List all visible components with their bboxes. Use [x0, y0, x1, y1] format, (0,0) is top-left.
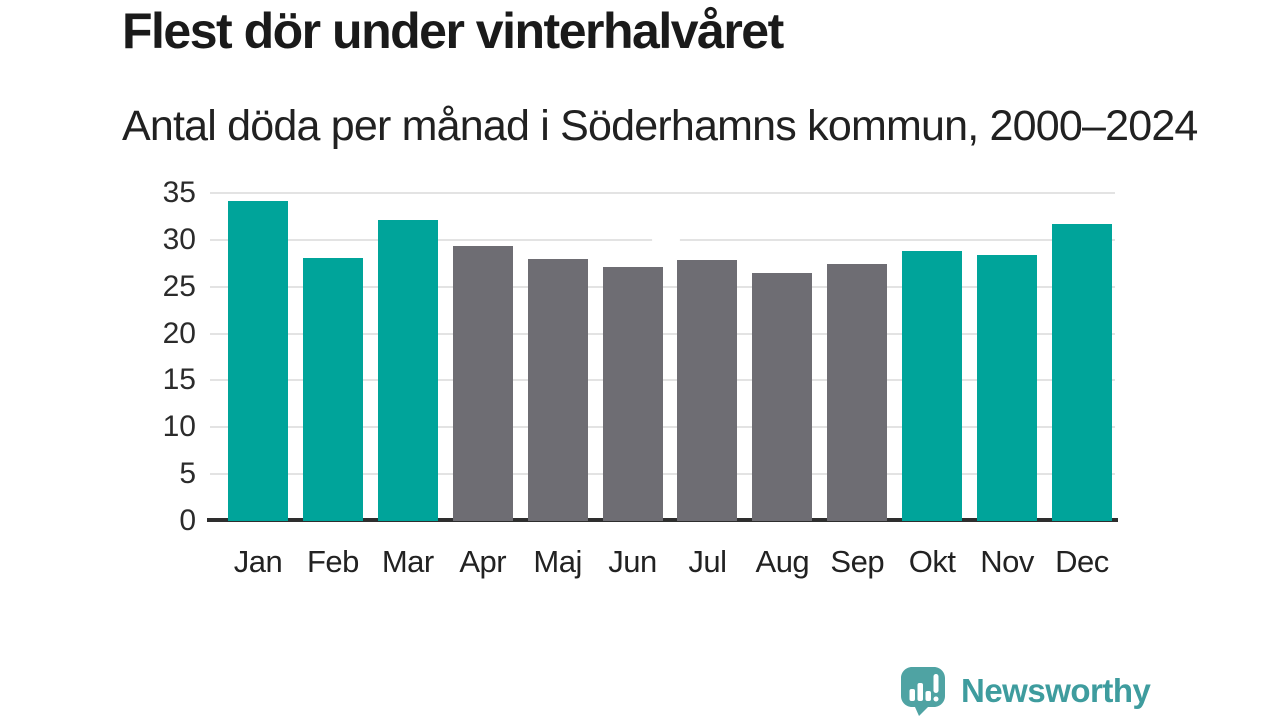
x-tick-label-jul: Jul [688, 544, 727, 579]
x-tick-label-okt: Okt [908, 544, 956, 579]
x-tick-label-mar: Mar [381, 544, 434, 579]
gridline-gap-artifact [652, 236, 680, 244]
x-tick-label-feb: Feb [306, 544, 359, 579]
x-tick-label-jun: Jun [608, 544, 657, 579]
y-tick-label-15: 15 [162, 363, 196, 397]
x-tick-label-aug: Aug [755, 544, 810, 579]
bar-jan [228, 201, 288, 521]
y-tick-label-30: 30 [162, 222, 196, 256]
bar-maj [527, 258, 588, 521]
x-tick-label-jan: Jan [233, 544, 283, 579]
y-tick-label-10: 10 [162, 410, 196, 444]
bar-sep [827, 264, 888, 521]
x-tick-label-nov: Nov [980, 544, 1034, 579]
x-tick-label-sep: Sep [830, 544, 885, 579]
chart-subtitle: Antal döda per månad i Söderhamns kommun… [122, 102, 1198, 150]
bar-feb [302, 257, 363, 521]
bar-okt [902, 251, 963, 521]
chart-title: Flest dör under vinterhalvåret [122, 3, 784, 59]
gridline-35 [210, 192, 1115, 194]
bar-nov [977, 254, 1038, 521]
y-tick-label-35: 35 [162, 176, 196, 209]
brand-footer: Newsworthy [898, 665, 1151, 717]
x-tick-label-maj: Maj [533, 544, 582, 579]
y-tick-label-20: 20 [162, 316, 196, 350]
x-tick-label-dec: Dec [1055, 544, 1109, 579]
bar-jun [602, 267, 663, 521]
y-tick-label-25: 25 [162, 269, 196, 303]
y-tick-label-5: 5 [179, 457, 196, 491]
newsworthy-logo-icon [901, 667, 945, 716]
bar-apr [452, 246, 513, 521]
bar-jul [677, 259, 738, 521]
y-tick-label-0: 0 [179, 504, 196, 537]
bar-mar [377, 220, 438, 521]
bar-aug [752, 272, 813, 521]
bar-dec [1051, 223, 1112, 521]
x-tick-label-apr: Apr [459, 544, 507, 579]
brand-name: Newsworthy [961, 672, 1151, 709]
plot-area [207, 192, 1118, 522]
